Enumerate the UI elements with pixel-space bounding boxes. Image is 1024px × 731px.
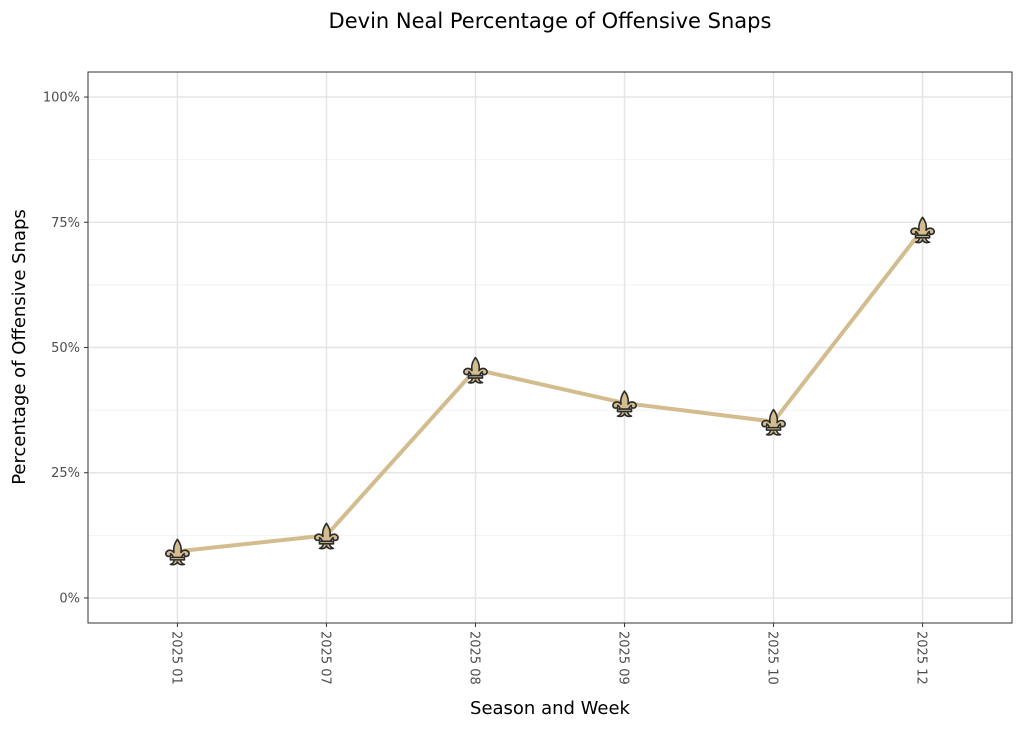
- data-point: [314, 522, 339, 550]
- fleur-de-lis-icon: [910, 216, 935, 244]
- data-point: [463, 356, 488, 384]
- x-tick-label: 2025 01: [168, 631, 183, 685]
- fleur-de-lis-icon: [463, 356, 488, 384]
- y-axis: 0% 25% 50% 75% 100%: [43, 91, 88, 606]
- chart-title: Devin Neal Percentage of Offensive Snaps: [329, 9, 772, 33]
- y-tick-label: 100%: [43, 91, 80, 106]
- data-point: [612, 390, 637, 418]
- y-tick-label: 0%: [59, 591, 80, 606]
- grid-lines: [88, 72, 1012, 623]
- x-tick-label: 2025 10: [765, 631, 780, 685]
- data-point: [761, 408, 786, 436]
- fleur-de-lis-icon: [314, 522, 339, 550]
- x-tick-label: 2025 09: [616, 631, 631, 685]
- series-layer: [165, 216, 935, 566]
- x-axis-title: Season and Week: [470, 698, 631, 719]
- x-tick-label: 2025 08: [466, 631, 481, 685]
- x-axis: 2025 01 2025 07 2025 08 2025 09 2025 10 2025 …: [168, 623, 929, 685]
- fleur-de-lis-icon: [612, 390, 637, 418]
- fleur-de-lis-icon: [165, 538, 190, 566]
- y-tick-label: 50%: [51, 341, 80, 356]
- data-point: [165, 538, 190, 566]
- data-point: [910, 216, 935, 244]
- data-points: [165, 216, 935, 566]
- x-tick-label: 2025 12: [914, 631, 929, 685]
- y-axis-title: Percentage of Offensive Snaps: [9, 209, 30, 485]
- x-tick-label: 2025 07: [317, 631, 332, 685]
- y-tick-label: 25%: [51, 466, 80, 481]
- fleur-de-lis-icon: [761, 408, 786, 436]
- y-tick-label: 75%: [51, 216, 80, 231]
- series-line: [175, 227, 925, 554]
